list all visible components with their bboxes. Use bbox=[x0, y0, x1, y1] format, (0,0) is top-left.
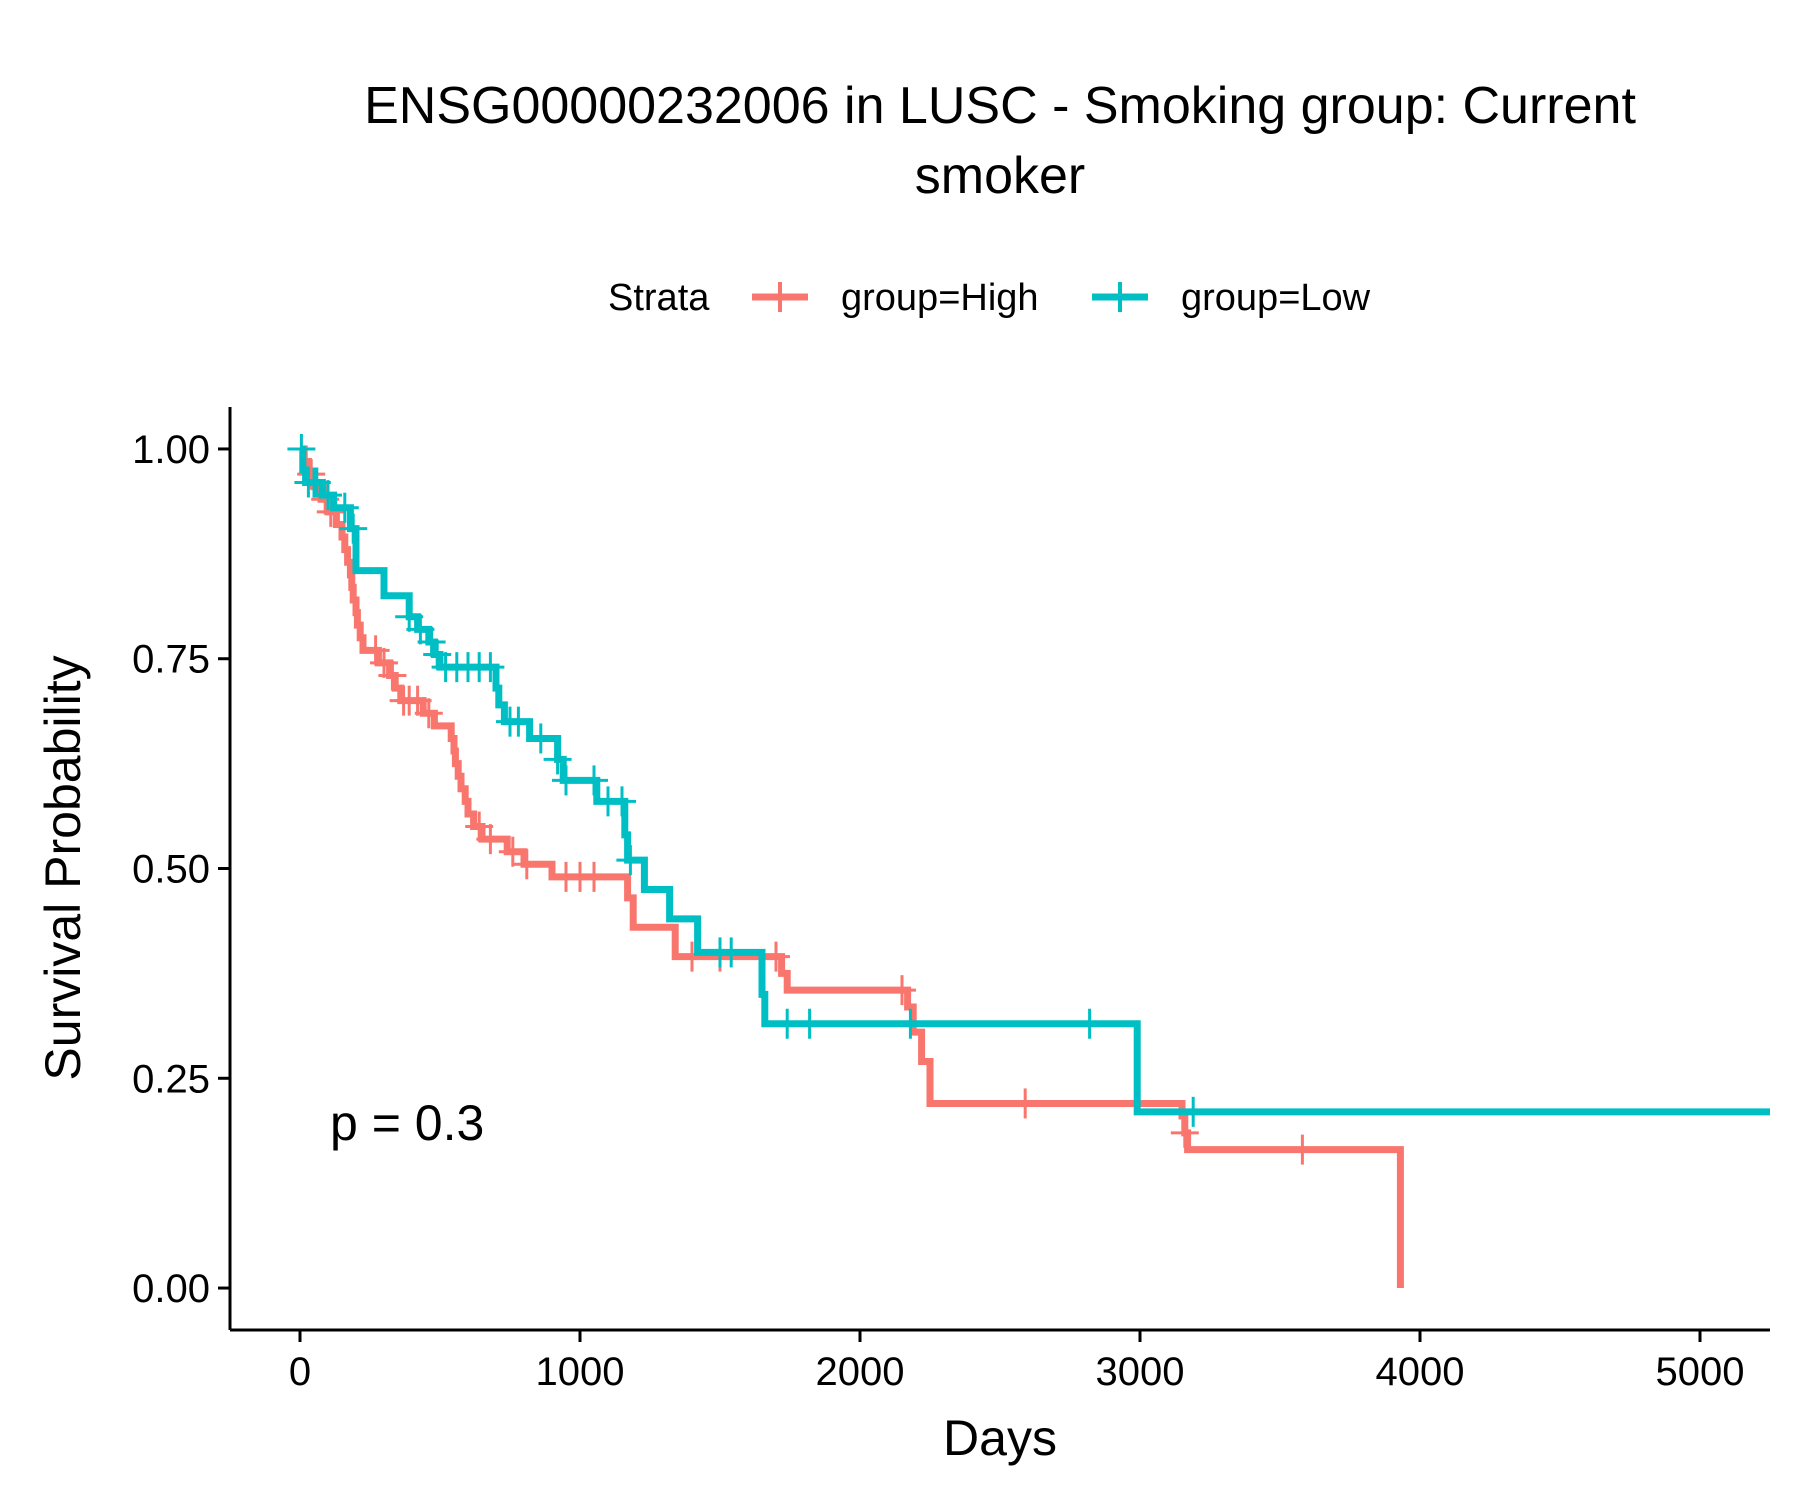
x-tick-label: 0 bbox=[289, 1350, 311, 1394]
x-tick-label: 4000 bbox=[1376, 1350, 1465, 1394]
p-value-annotation: p = 0.3 bbox=[330, 1095, 484, 1151]
x-tick-label: 3000 bbox=[1096, 1350, 1185, 1394]
x-axis-ticks: 0 1000 2000 3000 4000 5000 bbox=[289, 1330, 1745, 1394]
y-axis-title: Survival Probability bbox=[35, 655, 91, 1080]
y-axis-ticks: 0.00 0.25 0.50 0.75 1.00 bbox=[132, 428, 230, 1311]
legend-title: Strata bbox=[608, 277, 710, 319]
series-group-low bbox=[287, 433, 1770, 1127]
chart-title-line-1: ENSG00000232006 in LUSC - Smoking group:… bbox=[364, 77, 1636, 135]
x-tick-label: 2000 bbox=[816, 1350, 905, 1394]
legend-label-low: group=Low bbox=[1181, 277, 1371, 319]
y-tick-label: 0.25 bbox=[132, 1057, 210, 1101]
legend-label-high: group=High bbox=[841, 277, 1039, 319]
y-tick-label: 0.00 bbox=[132, 1267, 210, 1311]
y-tick-label: 0.75 bbox=[132, 638, 210, 682]
y-tick-label: 1.00 bbox=[132, 428, 210, 472]
y-tick-label: 0.50 bbox=[132, 848, 210, 892]
chart-title-line-2: smoker bbox=[915, 147, 1085, 205]
survival-curve-group-low bbox=[299, 445, 1770, 1116]
x-tick-label: 1000 bbox=[536, 1350, 625, 1394]
legend: Strata group=High group=Low bbox=[608, 277, 1371, 319]
survival-curves bbox=[287, 433, 1770, 1289]
survival-curve-group-high bbox=[300, 445, 1404, 1289]
x-tick-label: 5000 bbox=[1656, 1350, 1745, 1394]
x-axis-title: Days bbox=[943, 1410, 1057, 1466]
